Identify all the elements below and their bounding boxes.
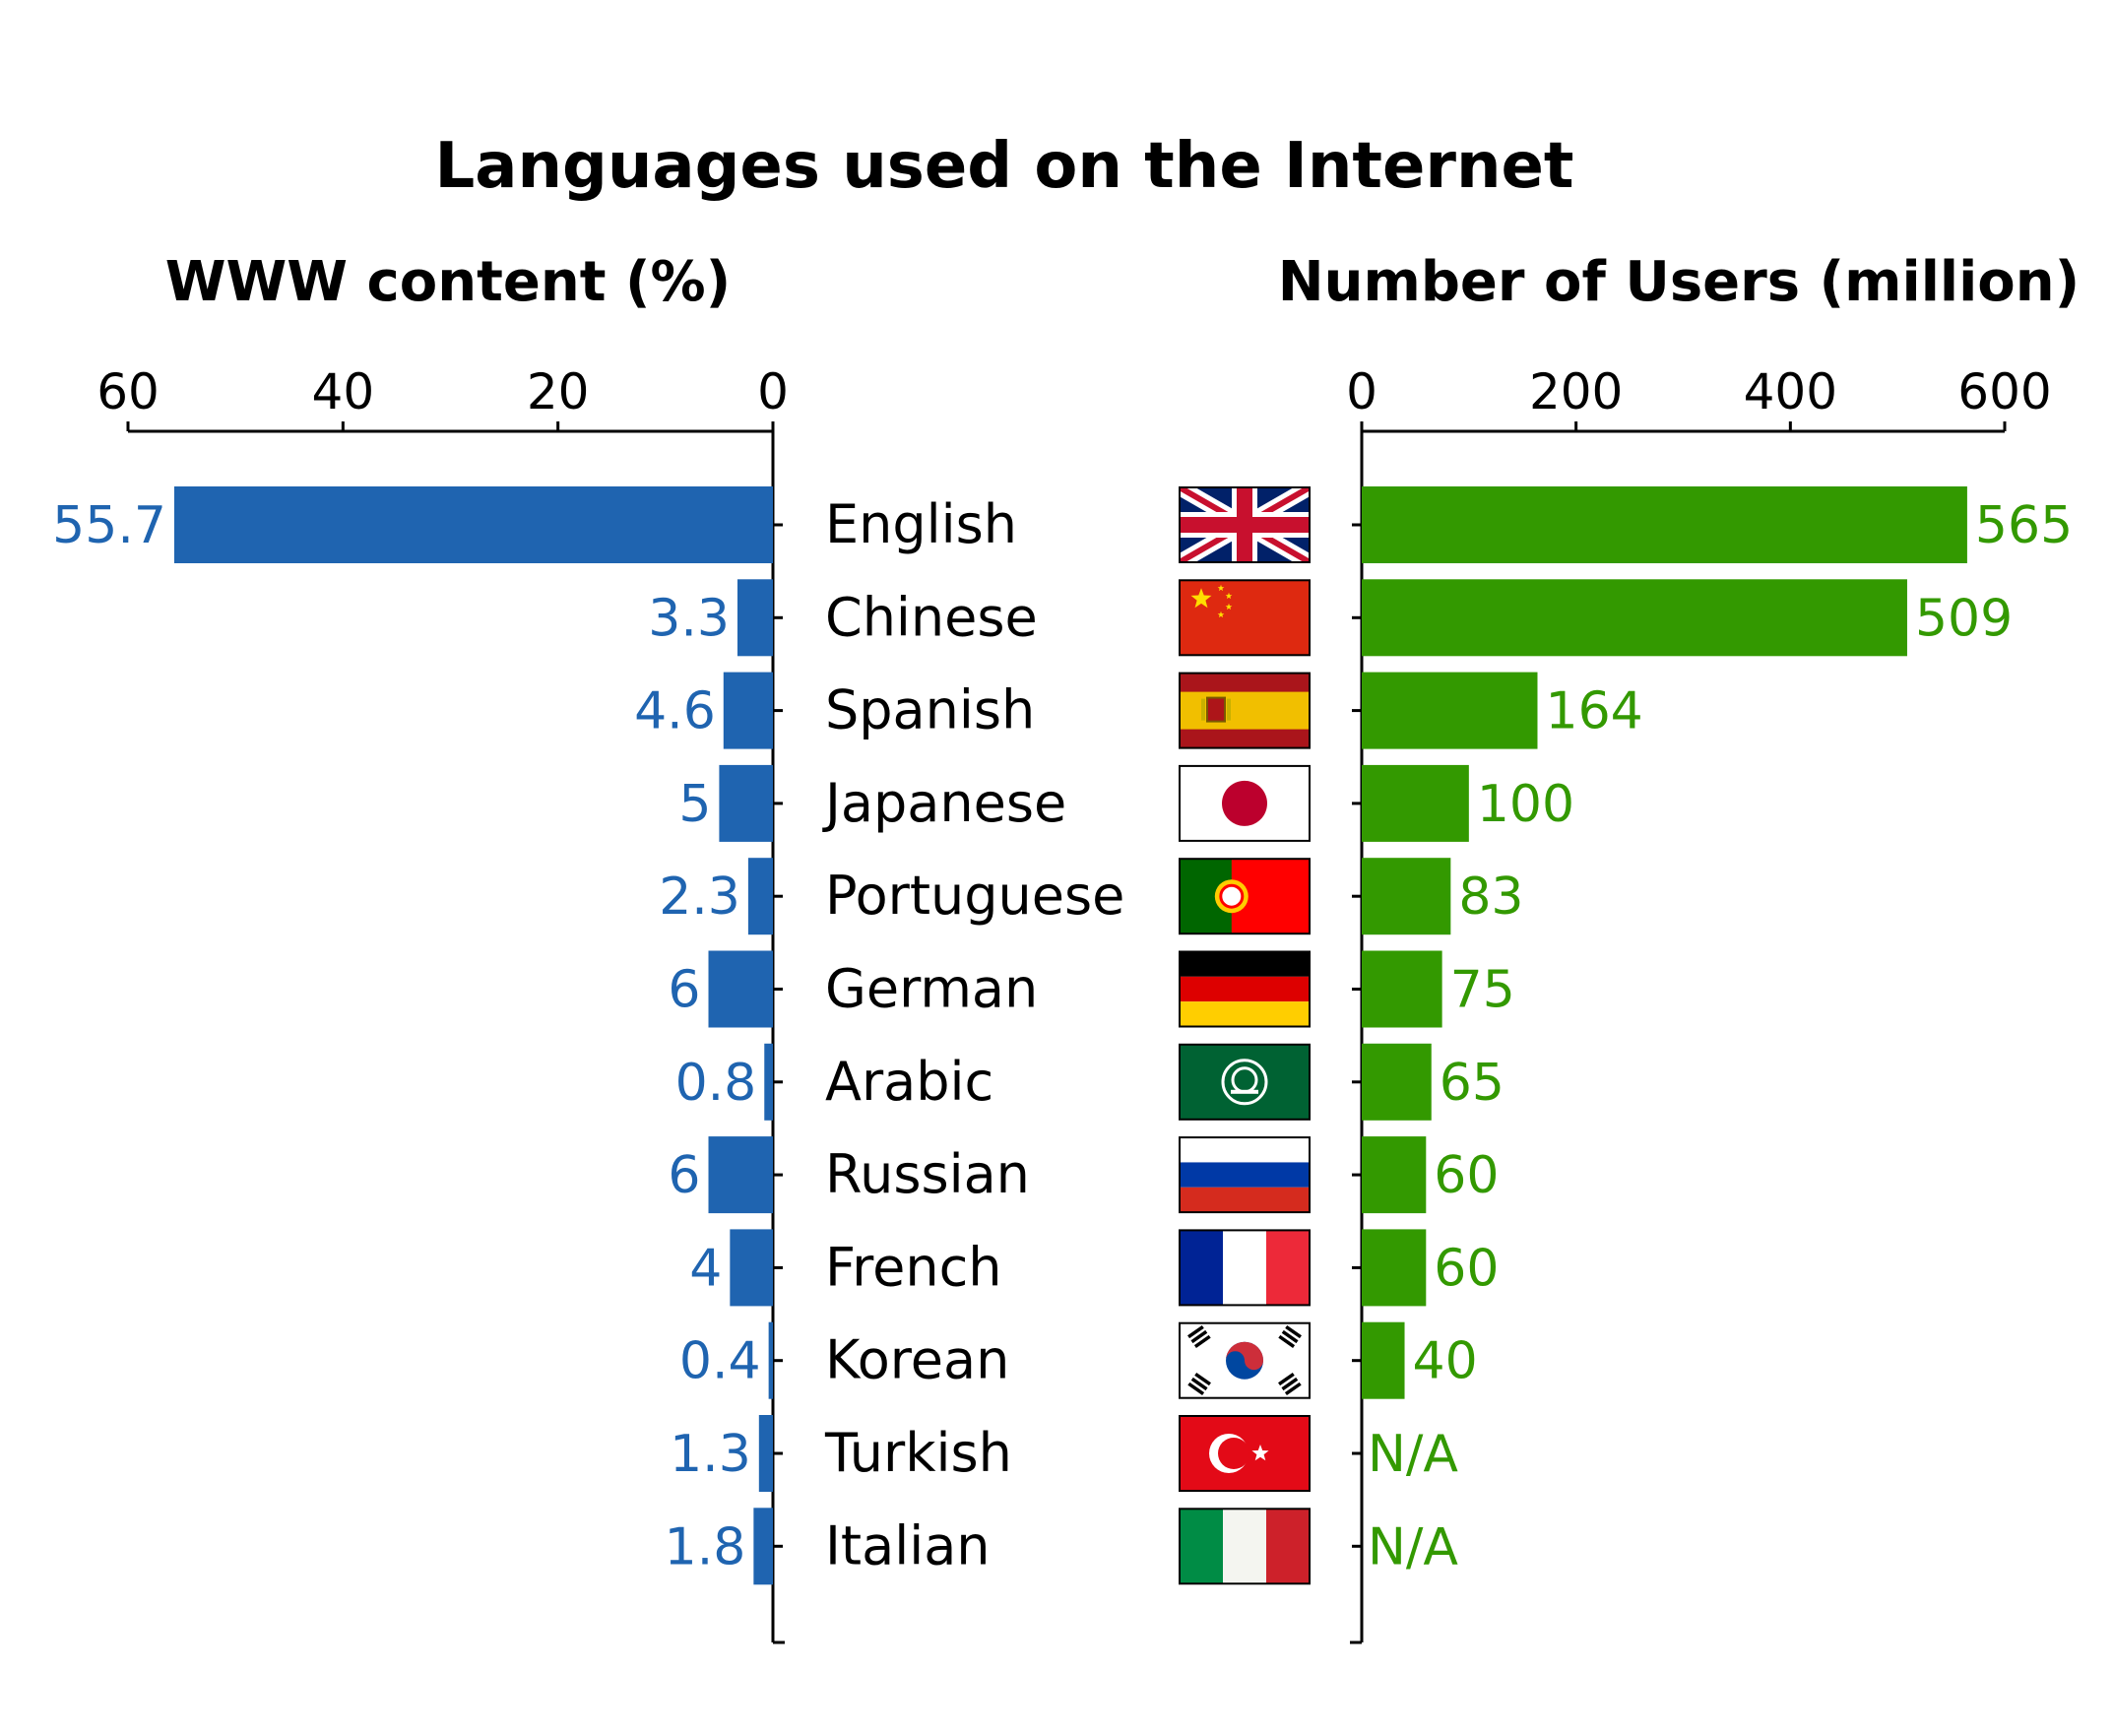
- www-bar-portuguese: [747, 858, 773, 935]
- italy-flag-icon: [1179, 1508, 1311, 1585]
- users-label-chinese: 509: [1915, 589, 2013, 648]
- category-label-japanese: Japanese: [822, 772, 1066, 834]
- users-label-japanese: 100: [1477, 775, 1574, 834]
- category-label-korean: Korean: [825, 1329, 1009, 1391]
- www-bar-spanish: [723, 672, 773, 749]
- www-bar-english: [173, 486, 774, 563]
- www-bar-italian: [753, 1508, 773, 1585]
- www-label-russian: 6: [668, 1146, 700, 1205]
- www-bar-korean: [768, 1321, 773, 1399]
- category-label-german: German: [825, 958, 1038, 1020]
- users-label-spanish: 164: [1545, 682, 1642, 741]
- left-axis-title: WWW content (%): [165, 250, 732, 314]
- chart-title: Languages used on the Internet: [435, 130, 1574, 203]
- right-tick-label: 400: [1744, 363, 1837, 420]
- www-label-turkish: 1.3: [670, 1425, 751, 1484]
- users-label-korean: 40: [1413, 1332, 1478, 1391]
- right-bars: 565 509 164 100 83 75 65 60 60 40 N/A N/A: [1362, 486, 2073, 1576]
- www-label-korean: 0.4: [679, 1332, 761, 1391]
- www-label-arabic: 0.8: [675, 1054, 757, 1113]
- category-label-arabic: Arabic: [825, 1051, 993, 1113]
- portugal-flag-icon: [1179, 858, 1311, 935]
- www-label-portuguese: 2.3: [659, 868, 740, 927]
- www-bar-russian: [708, 1136, 773, 1214]
- category-labels: English Chinese Spanish Japanese Portuguese G…: [822, 493, 1124, 1576]
- right-tick-label: 600: [1957, 363, 2051, 420]
- users-bar-german: [1362, 950, 1442, 1028]
- turkey-flag-icon: [1179, 1415, 1311, 1492]
- users-label-russian: 60: [1434, 1146, 1499, 1205]
- users-label-german: 75: [1450, 961, 1515, 1020]
- category-label-italian: Italian: [825, 1514, 991, 1576]
- users-bar-arabic: [1362, 1043, 1432, 1121]
- category-label-french: French: [825, 1236, 1002, 1298]
- left-bars: 55.7 3.3 4.6 5 2.3 6 0.8 6 4 0.4 1.3 1.8: [52, 486, 774, 1585]
- spain-flag-icon: [1179, 672, 1311, 749]
- users-bar-spanish: [1362, 672, 1538, 749]
- www-bar-german: [708, 950, 773, 1028]
- uk-flag-icon: [1179, 486, 1311, 563]
- www-bar-chinese: [736, 579, 773, 657]
- right-tick-label: 200: [1529, 363, 1623, 420]
- left-tick-label: 60: [96, 363, 160, 420]
- left-tick-label: 0: [757, 363, 789, 420]
- users-label-turkish: N/A: [1368, 1425, 1458, 1484]
- www-label-italian: 1.8: [665, 1517, 746, 1576]
- france-flag-icon: [1179, 1229, 1311, 1307]
- users-bar-english: [1362, 486, 1967, 563]
- www-label-english: 55.7: [52, 496, 166, 555]
- www-label-french: 4: [689, 1239, 722, 1298]
- www-label-german: 6: [668, 961, 700, 1020]
- www-bar-turkish: [758, 1415, 773, 1492]
- users-label-italian: N/A: [1368, 1517, 1458, 1576]
- flags: [1179, 486, 1311, 1585]
- left-tick-label: 20: [527, 363, 590, 420]
- www-label-chinese: 3.3: [648, 589, 730, 648]
- users-label-french: 60: [1434, 1239, 1499, 1298]
- china-flag-icon: [1179, 579, 1311, 657]
- users-label-english: 565: [1975, 496, 2073, 555]
- users-label-arabic: 65: [1440, 1054, 1505, 1113]
- right-axis-title: Number of Users (million): [1278, 250, 2081, 314]
- users-bar-korean: [1362, 1321, 1405, 1399]
- users-bar-russian: [1362, 1136, 1427, 1214]
- arab-league-flag-icon: [1179, 1043, 1311, 1121]
- users-label-portuguese: 83: [1458, 868, 1523, 927]
- category-label-english: English: [825, 493, 1017, 555]
- www-label-spanish: 4.6: [634, 682, 716, 741]
- category-label-turkish: Turkish: [824, 1422, 1012, 1484]
- germany-flag-icon: [1179, 950, 1311, 1028]
- category-label-portuguese: Portuguese: [825, 865, 1124, 927]
- south-korea-flag-icon: [1179, 1321, 1311, 1399]
- users-bar-french: [1362, 1229, 1427, 1307]
- left-tick-label: 40: [312, 363, 375, 420]
- www-bar-french: [730, 1229, 773, 1307]
- right-tick-label: 0: [1346, 363, 1377, 420]
- users-bar-portuguese: [1362, 858, 1451, 935]
- users-bar-japanese: [1362, 764, 1469, 842]
- users-bar-chinese: [1362, 579, 1907, 657]
- www-bar-japanese: [719, 764, 773, 842]
- category-label-russian: Russian: [825, 1143, 1030, 1205]
- www-label-japanese: 5: [678, 775, 711, 834]
- russia-flag-icon: [1179, 1136, 1311, 1214]
- www-bar-arabic: [764, 1043, 773, 1121]
- category-label-spanish: Spanish: [825, 679, 1035, 741]
- category-label-chinese: Chinese: [825, 586, 1038, 648]
- japan-flag-icon: [1179, 764, 1311, 842]
